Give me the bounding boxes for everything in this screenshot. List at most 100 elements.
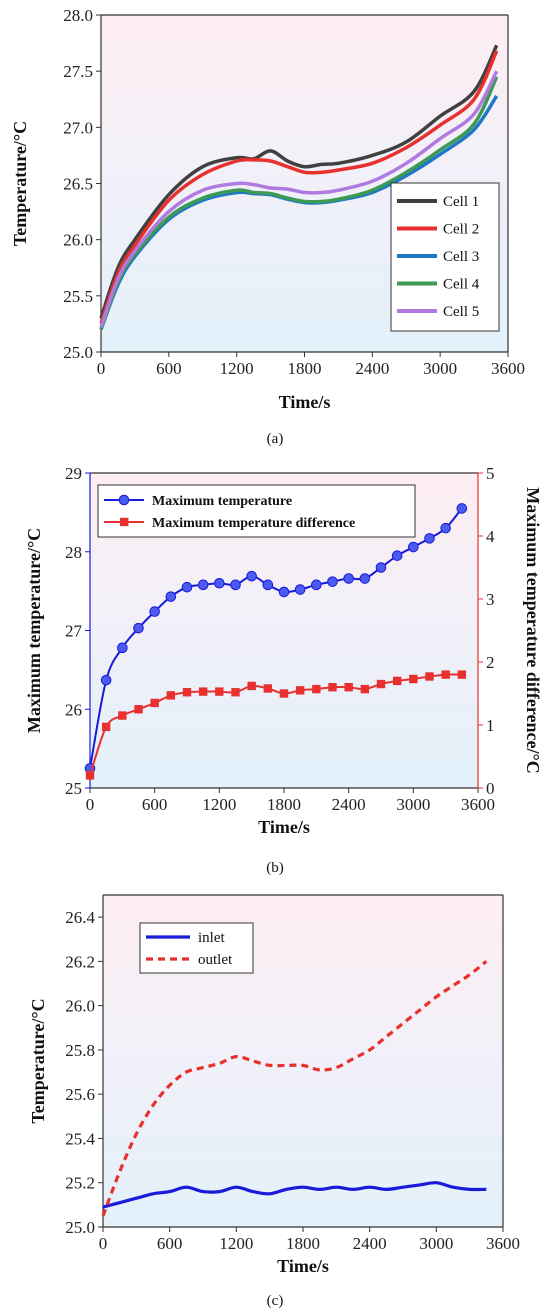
x-tick-label: 2400 — [355, 359, 389, 378]
y-tick-label: 27.0 — [63, 118, 93, 137]
data-point-max-temp-diff — [150, 698, 159, 708]
data-point-max-temp — [424, 533, 435, 544]
data-point-max-temp — [456, 503, 468, 514]
data-point-max-temp-diff — [457, 670, 467, 679]
data-point-max-temp — [149, 606, 160, 617]
data-point-max-temp-diff — [118, 711, 127, 720]
x-tick-label: 600 — [142, 795, 168, 814]
x-tick-label: 1800 — [286, 1234, 320, 1253]
data-point-max-temp — [294, 584, 306, 595]
legend-label: Cell 3 — [443, 249, 479, 265]
y-tick-label: 27 — [65, 622, 83, 641]
data-point-max-temp — [214, 577, 225, 589]
y-axis-title: Maximum temperature/°C — [24, 528, 44, 733]
series-line-inlet — [102, 1181, 487, 1209]
x-tick-label: 3600 — [486, 1234, 520, 1253]
y-tick-label: 26.5 — [63, 175, 93, 194]
y-tick-label: 25.2 — [65, 1174, 95, 1193]
data-point-max-temp-diff — [328, 683, 337, 692]
x-tick-label: 1200 — [220, 359, 254, 378]
data-point-max-temp-diff — [263, 684, 273, 693]
legend-box — [139, 922, 254, 974]
data-point-max-temp-diff — [312, 684, 321, 694]
legend-marker — [120, 517, 129, 527]
x-tick-label: 3000 — [419, 1234, 453, 1253]
legend-box — [97, 484, 416, 538]
x-tick-label: 3000 — [396, 795, 430, 814]
data-point-max-temp-diff — [360, 684, 370, 694]
x-tick-label: 3600 — [491, 359, 525, 378]
y-tick-label: 26 — [65, 700, 82, 719]
y-tick-label: 28.0 — [63, 6, 93, 25]
data-point-max-temp — [133, 622, 144, 634]
series-line-cell-2 — [99, 50, 499, 325]
y-tick-label: 27.5 — [63, 62, 93, 81]
panel-label-a: (a) — [267, 431, 284, 447]
legend-label: Maximum temperature difference — [152, 516, 355, 531]
y-tick-label: 28 — [65, 543, 82, 562]
data-point-max-temp-diff — [409, 674, 418, 684]
x-tick-label: 1200 — [219, 1234, 253, 1253]
y-tick-label: 29 — [65, 464, 82, 483]
y-tick-label: 26.2 — [65, 952, 95, 971]
y-tick-label: 25.0 — [63, 343, 93, 362]
x-tick-label: 0 — [86, 795, 95, 814]
data-point-max-temp — [343, 573, 354, 584]
x-tick-label: 600 — [157, 1234, 183, 1253]
data-point-max-temp-diff — [295, 686, 305, 695]
legend-marker — [118, 494, 130, 506]
data-point-max-temp — [165, 591, 177, 602]
y-tick-label: 25.0 — [65, 1218, 95, 1237]
legend-label: Cell 2 — [443, 222, 479, 238]
data-point-max-temp-diff — [279, 689, 289, 698]
x-axis-title: Time/s — [279, 392, 331, 412]
y-tick-label: 26.0 — [65, 997, 95, 1016]
data-point-max-temp — [100, 674, 112, 686]
data-point-max-temp — [230, 579, 241, 591]
y-right-tick-label: 1 — [486, 716, 495, 735]
legend-label: inlet — [198, 930, 225, 946]
x-tick-label: 3000 — [423, 359, 457, 378]
y-right-tick-label: 4 — [486, 527, 495, 546]
y-tick-label: 25 — [65, 779, 82, 798]
data-point-max-temp-diff — [198, 687, 208, 696]
data-point-max-temp-diff — [344, 683, 353, 692]
data-point-max-temp — [391, 550, 403, 561]
panel-label-b: (b) — [266, 860, 284, 875]
series-line-cell-4 — [99, 76, 499, 331]
data-point-max-temp — [278, 586, 290, 598]
data-point-max-temp-diff — [182, 688, 192, 697]
data-point-max-temp-diff — [231, 688, 240, 697]
data-point-max-temp — [246, 570, 257, 582]
x-axis-title: Time/s — [277, 1256, 329, 1276]
x-axis-title: Time/s — [258, 817, 310, 837]
data-point-max-temp-diff — [215, 687, 224, 696]
data-point-max-temp-diff — [85, 771, 95, 780]
x-tick-label: 0 — [99, 1234, 108, 1253]
series-line-cell-1 — [99, 44, 499, 319]
chart-panel-b: 0 600 1200 1800 2400 3000 3600 25 26 27 28 29 0 1 2 3 4 5… — [24, 464, 543, 875]
chart-panel-a: 0 600 1200 1800 2400 3000 3600 25.0 25.5 26.0 26.5… — [10, 6, 525, 447]
data-point-max-temp-diff — [166, 691, 176, 700]
data-point-max-temp — [262, 579, 274, 591]
panel-label-c: (c) — [267, 1293, 284, 1309]
x-tick-label: 1800 — [288, 359, 322, 378]
data-point-max-temp — [327, 576, 338, 587]
y-tick-label: 25.6 — [65, 1085, 95, 1104]
data-point-max-temp-diff — [376, 679, 386, 689]
data-point-max-temp — [117, 642, 128, 654]
data-point-max-temp — [375, 562, 387, 573]
series-line-cell-5 — [99, 70, 499, 328]
x-tick-label: 2400 — [353, 1234, 387, 1253]
data-point-max-temp-diff — [425, 672, 434, 681]
legend-label: outlet — [198, 952, 233, 968]
legend-label: Maximum temperature — [152, 494, 292, 509]
y-tick-label: 26.0 — [63, 231, 93, 250]
y-right-tick-label: 3 — [486, 590, 495, 609]
y-axis-title: Temperature/°C — [10, 121, 30, 246]
data-point-max-temp — [197, 579, 209, 591]
data-point-max-temp-diff — [247, 681, 256, 691]
x-tick-label: 1800 — [267, 795, 301, 814]
data-point-max-temp-diff — [134, 705, 143, 714]
